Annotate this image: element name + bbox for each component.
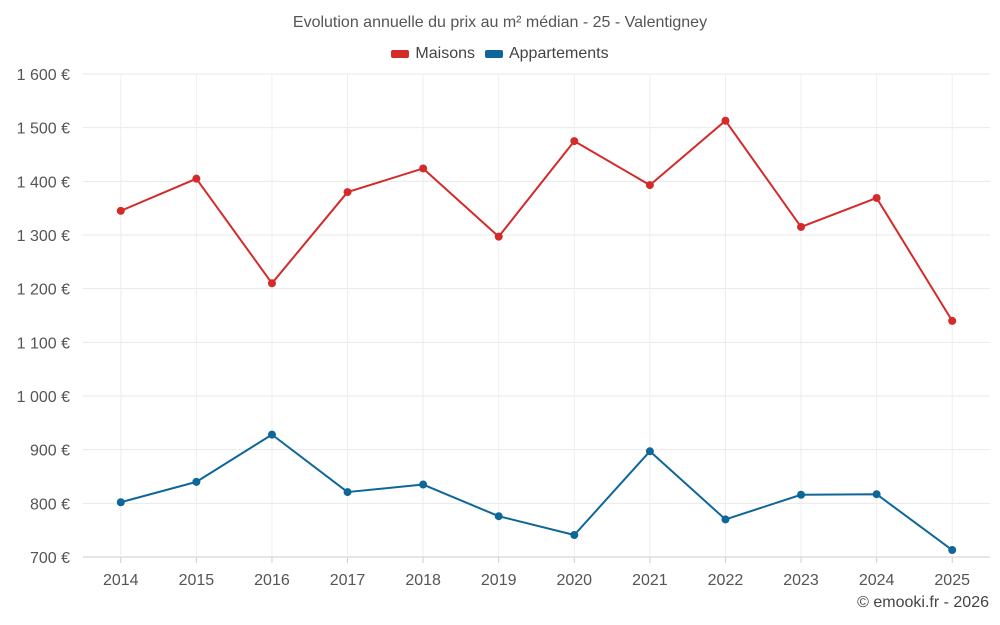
data-point-appartements: Appartements 2020: 741 € <box>570 530 579 539</box>
y-tick-label: 1 200 € <box>17 282 70 299</box>
chart-legend: Maisons Appartements <box>0 45 1000 63</box>
y-tick-label: 700 € <box>30 550 70 567</box>
y-tick-label: 900 € <box>30 443 70 460</box>
data-point-appartements: Appartements 2024: 817 € <box>872 490 881 499</box>
data-point-appartements: Appartements 2019: 776 € <box>494 512 503 521</box>
x-tick-label: 2019 <box>481 572 517 589</box>
legend-item-appartements[interactable]: Appartements <box>484 45 609 63</box>
x-tick-label: 2018 <box>405 572 441 589</box>
data-point-appartements: Appartements 2025: 713 € <box>948 546 957 555</box>
x-tick-label: 2022 <box>708 572 744 589</box>
data-point-appartements: Appartements 2016: 928 € <box>267 430 276 439</box>
data-point-maisons: Maisons 2024: 1369 € <box>872 193 881 202</box>
legend-label-appartements: Appartements <box>508 45 609 62</box>
data-point-maisons: Maisons 2022: 1513 € <box>721 116 730 125</box>
data-point-maisons: Maisons 2014: 1345 € <box>116 206 125 215</box>
x-tick-label: 2017 <box>330 572 366 589</box>
y-tick-label: 1 500 € <box>17 121 70 138</box>
data-point-appartements: Appartements 2018: 835 € <box>419 480 428 489</box>
legend-item-maisons[interactable]: Maisons <box>391 45 475 63</box>
y-tick-label: 1 000 € <box>17 389 70 406</box>
data-point-maisons: Maisons 2015: 1405 € <box>192 174 201 183</box>
series-line-appartements <box>120 433 953 551</box>
x-tick-label: 2021 <box>632 572 668 589</box>
chart-title: Evolution annuelle du prix au m² médian … <box>292 14 708 31</box>
x-tick-label: 2024 <box>859 572 895 589</box>
legend-swatch-appartements <box>484 50 503 58</box>
data-point-appartements: Appartements 2021: 897 € <box>645 447 654 456</box>
data-point-appartements: Appartements 2014: 802 € <box>116 498 125 507</box>
data-point-maisons: Maisons 2017: 1380 € <box>343 188 352 197</box>
y-tick-label: 1 400 € <box>17 174 70 191</box>
x-tick-label: 2020 <box>556 572 592 589</box>
x-tick-label: 2014 <box>103 572 139 589</box>
series-line-maisons <box>120 119 954 322</box>
y-tick-label: 1 300 € <box>17 228 70 245</box>
data-point-appartements: Appartements 2023: 816 € <box>797 490 806 499</box>
data-point-appartements: Appartements 2022: 770 € <box>721 515 730 524</box>
data-point-maisons: Maisons 2025: 1140 € <box>948 316 957 325</box>
legend-label-maisons: Maisons <box>415 45 475 62</box>
y-tick-label: 1 600 € <box>17 67 70 84</box>
data-point-maisons: Maisons 2021: 1393 € <box>645 181 654 190</box>
data-point-appartements: Appartements 2017: 821 € <box>343 488 352 497</box>
data-point-maisons: Maisons 2023: 1315 € <box>797 222 806 231</box>
x-tick-label: 2015 <box>179 572 215 589</box>
data-point-appartements: Appartements 2015: 840 € <box>192 477 201 486</box>
legend-swatch-maisons <box>391 50 410 58</box>
x-tick-label: 2016 <box>254 572 290 589</box>
y-tick-label: 1 100 € <box>17 335 70 352</box>
y-tick-label: 800 € <box>30 496 70 513</box>
data-point-maisons: Maisons 2020: 1475 € <box>570 137 579 146</box>
data-point-maisons: Maisons 2016: 1210 € <box>267 279 276 288</box>
copyright-credit: © emooki.fr - 2026 <box>857 594 989 611</box>
x-tick-label: 2023 <box>783 572 819 589</box>
x-tick-label: 2025 <box>934 572 970 589</box>
data-point-maisons: Maisons 2018: 1424 € <box>419 164 428 173</box>
data-point-maisons: Maisons 2019: 1297 € <box>494 232 503 241</box>
